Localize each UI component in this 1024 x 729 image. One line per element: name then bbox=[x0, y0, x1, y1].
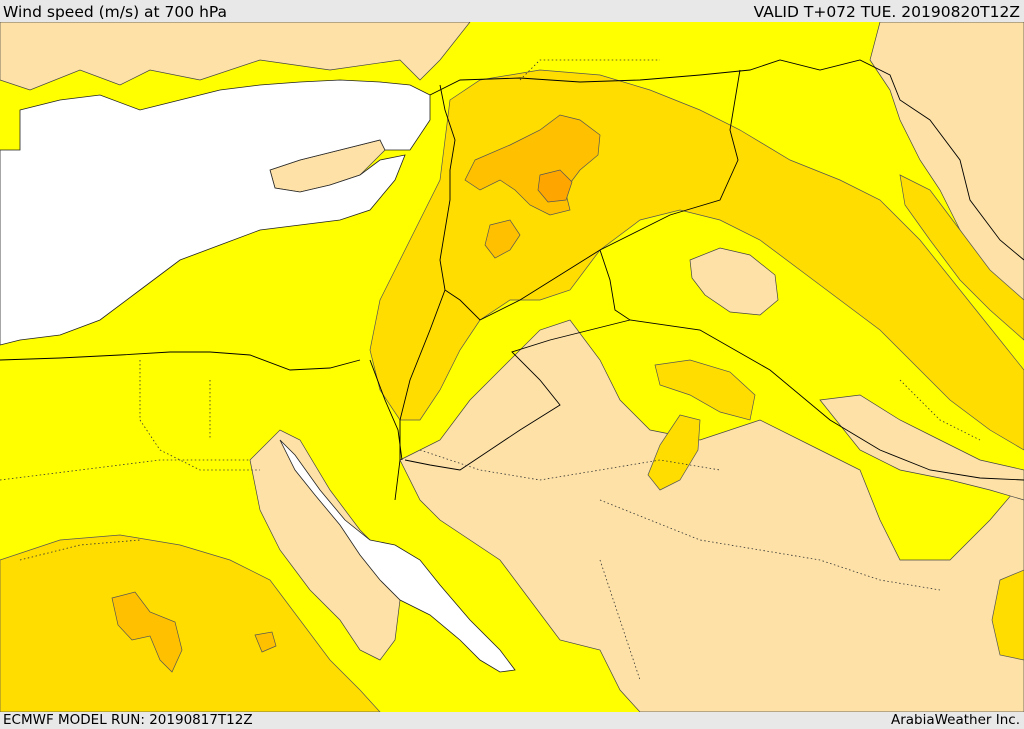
strong-wind-sudan bbox=[111, 591, 183, 673]
mediterranean-sea bbox=[0, 79, 431, 346]
moderate-wind-northeast-strip bbox=[899, 174, 1024, 341]
red-sea bbox=[279, 439, 516, 673]
moderate-wind-east-patch bbox=[991, 569, 1024, 661]
valid-time: VALID T+072 TUE. 20190820T12Z bbox=[753, 3, 1020, 21]
strong-wind-sudan-dot bbox=[254, 631, 277, 653]
strong-wind-jordan bbox=[484, 219, 521, 259]
map-header: Wind speed (m/s) at 700 hPa VALID T+072 … bbox=[0, 0, 1024, 22]
calm-region-iraq-patch bbox=[689, 247, 779, 316]
map-title: Wind speed (m/s) at 700 hPa bbox=[3, 3, 228, 21]
moderate-wind-saudi-patch bbox=[654, 359, 756, 421]
wind-speed-map bbox=[0, 22, 1024, 712]
brand-credit: ArabiaWeather Inc. bbox=[890, 712, 1020, 728]
model-run: ECMWF MODEL RUN: 20190817T12Z bbox=[3, 712, 253, 728]
calm-region-northeast bbox=[869, 22, 1024, 331]
moderate-wind-saudi-streak bbox=[647, 414, 701, 491]
internal-boundaries bbox=[0, 59, 981, 681]
calm-region-turkey bbox=[0, 22, 471, 91]
calm-region-arabia bbox=[399, 319, 1024, 712]
calm-region-egypt bbox=[249, 429, 401, 661]
calm-region-iran bbox=[819, 394, 1024, 501]
map-footer: ECMWF MODEL RUN: 20190817T12Z ArabiaWeat… bbox=[0, 712, 1024, 729]
country-borders bbox=[0, 59, 1024, 501]
strong-wind-syria-core bbox=[537, 169, 573, 203]
moderate-wind-sudan bbox=[0, 534, 381, 712]
